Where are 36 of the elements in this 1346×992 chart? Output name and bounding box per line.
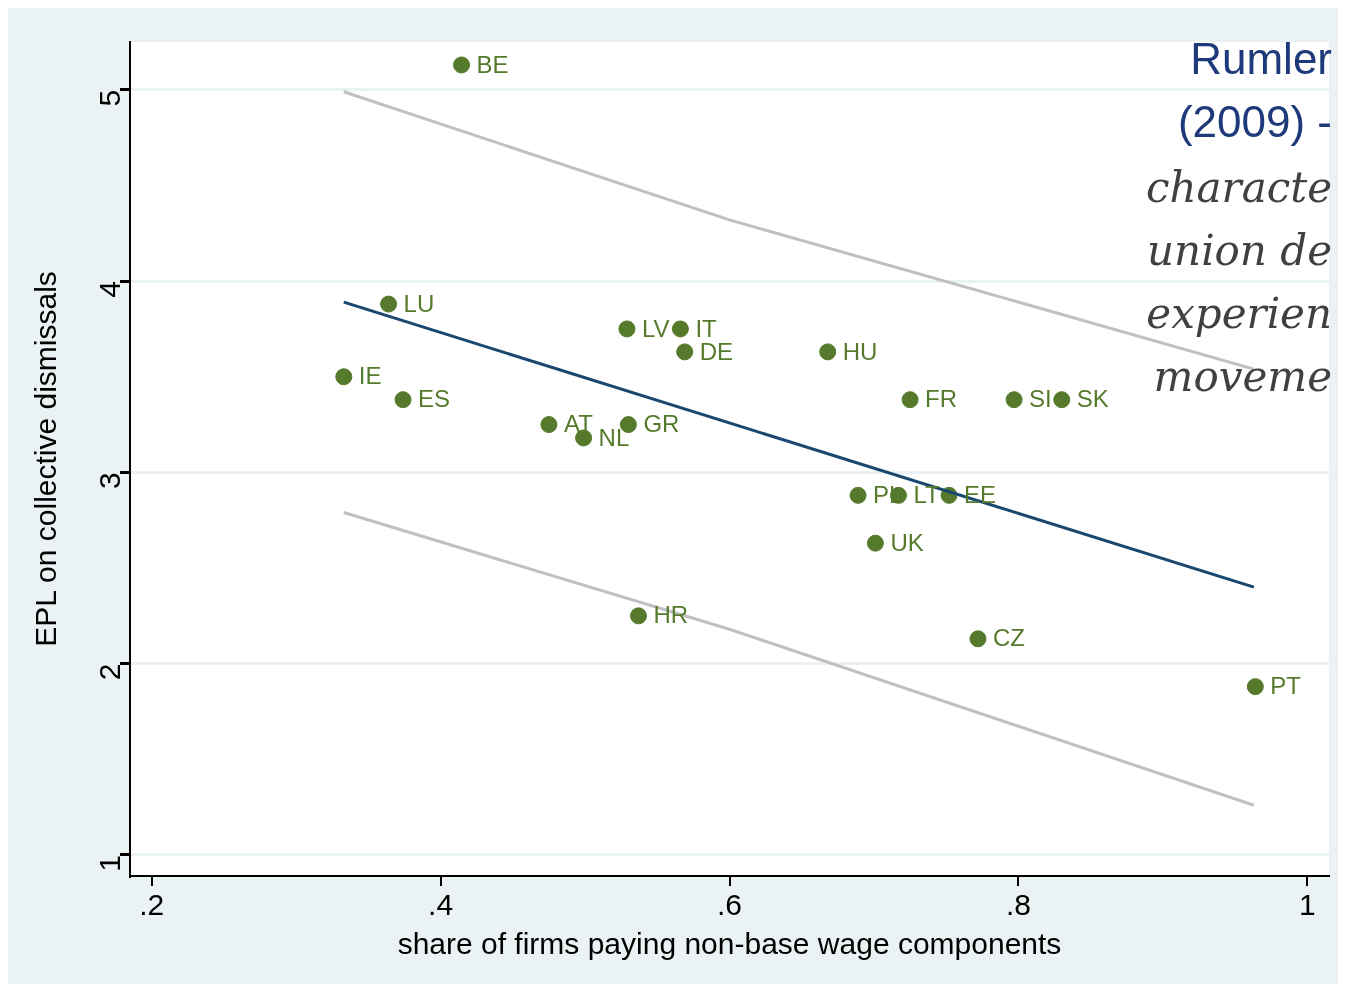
x-tick-label: .6 bbox=[716, 888, 743, 922]
data-label: IE bbox=[358, 362, 382, 390]
annotation: moveme bbox=[1153, 352, 1332, 401]
annotation: experien bbox=[1146, 289, 1332, 338]
x-tick-label: .8 bbox=[1005, 888, 1031, 922]
data-label: EE bbox=[964, 480, 997, 508]
data-label: HU bbox=[842, 337, 878, 365]
data-label: SK bbox=[1076, 385, 1109, 413]
annotation: characte bbox=[1146, 163, 1332, 212]
data-label: CZ bbox=[992, 624, 1025, 652]
data-label: ES bbox=[418, 385, 451, 413]
y-axis-title: EPL on collective dismissals bbox=[29, 271, 63, 647]
data-label: PT bbox=[1270, 672, 1302, 700]
data-label: BE bbox=[476, 50, 509, 78]
data-label: SI bbox=[1029, 385, 1052, 413]
data-label: LU bbox=[403, 289, 435, 317]
y-tick-label: 2 bbox=[93, 663, 127, 681]
data-label: NL bbox=[598, 423, 630, 451]
data-label: AT bbox=[563, 410, 594, 438]
annotation: Rumler bbox=[1190, 34, 1332, 83]
data-label: LV bbox=[641, 314, 670, 342]
x-tick-label: .2 bbox=[139, 888, 165, 922]
x-axis-title: share of firms paying non-base wage components bbox=[397, 927, 1062, 961]
annotation: union de bbox=[1147, 226, 1332, 275]
data-label: LT bbox=[913, 480, 941, 508]
y-tick-label: 4 bbox=[93, 281, 127, 298]
data-label: FR bbox=[925, 385, 958, 413]
data-label: UK bbox=[890, 528, 924, 556]
y-tick-label: 3 bbox=[93, 472, 127, 490]
y-tick-label: 5 bbox=[93, 89, 127, 107]
y-tick-label: 1 bbox=[93, 854, 127, 872]
annotation: (2009) - bbox=[1177, 97, 1332, 146]
x-tick-label: 1 bbox=[1298, 888, 1316, 922]
x-tick-label: .4 bbox=[428, 888, 454, 922]
data-label: GR bbox=[643, 410, 680, 438]
data-label: HR bbox=[653, 601, 689, 629]
